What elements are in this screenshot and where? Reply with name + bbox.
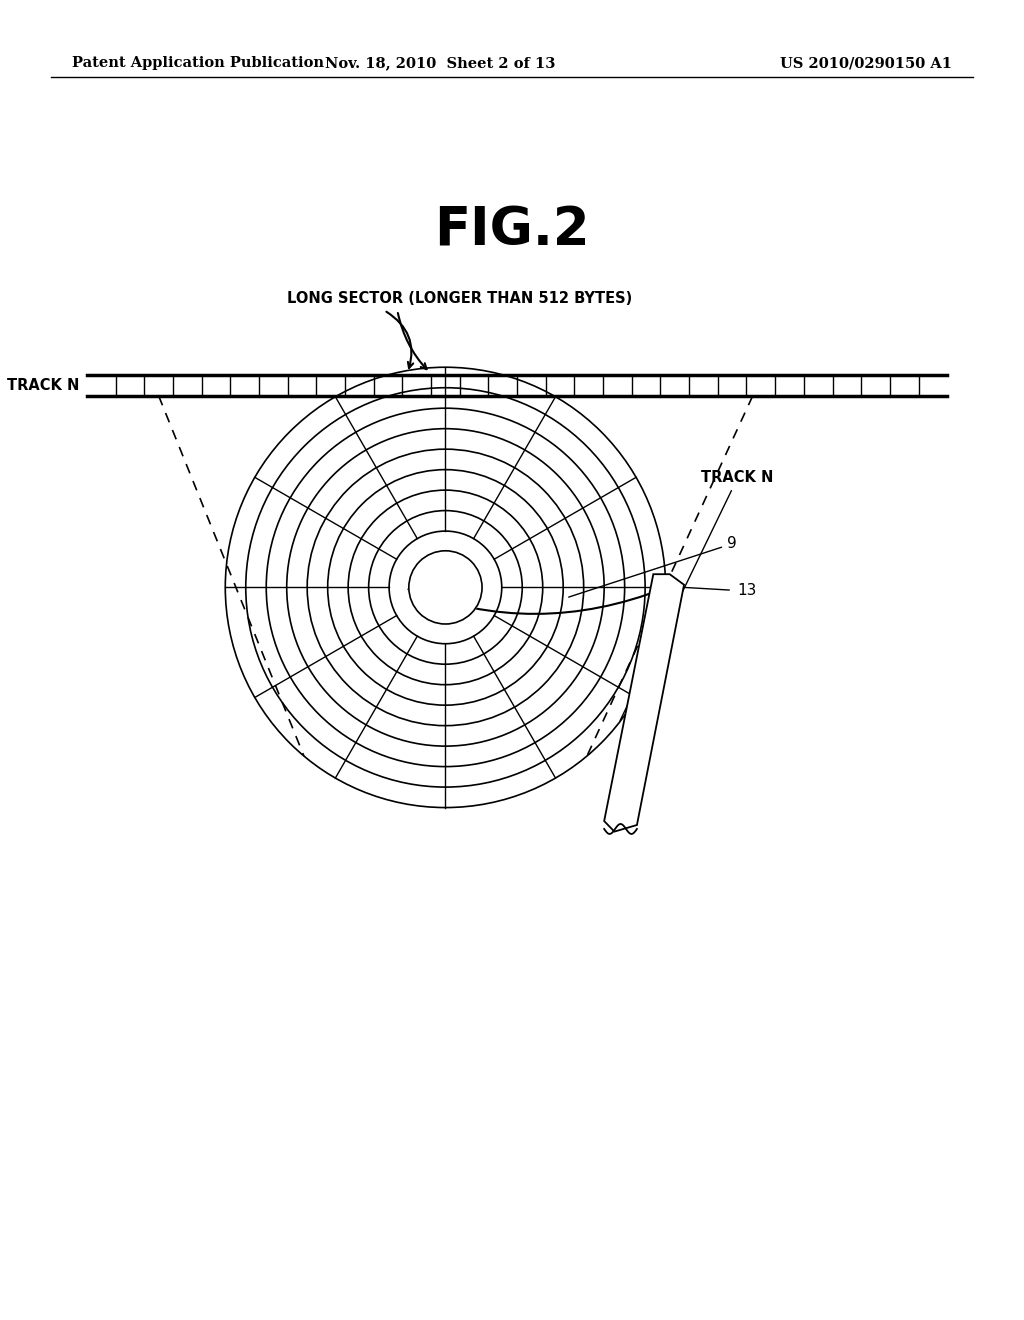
Circle shape — [409, 550, 482, 624]
Text: TRACK N: TRACK N — [7, 378, 79, 393]
Text: 13: 13 — [737, 582, 757, 598]
Text: US 2010/0290150 A1: US 2010/0290150 A1 — [780, 57, 952, 70]
Text: Nov. 18, 2010  Sheet 2 of 13: Nov. 18, 2010 Sheet 2 of 13 — [326, 57, 555, 70]
Text: TRACK N: TRACK N — [621, 470, 774, 721]
Text: Patent Application Publication: Patent Application Publication — [72, 57, 324, 70]
Text: 9: 9 — [568, 536, 737, 597]
Polygon shape — [604, 574, 684, 832]
Text: LONG SECTOR (LONGER THAN 512 BYTES): LONG SECTOR (LONGER THAN 512 BYTES) — [287, 292, 632, 306]
Text: FIG.2: FIG.2 — [434, 205, 590, 257]
